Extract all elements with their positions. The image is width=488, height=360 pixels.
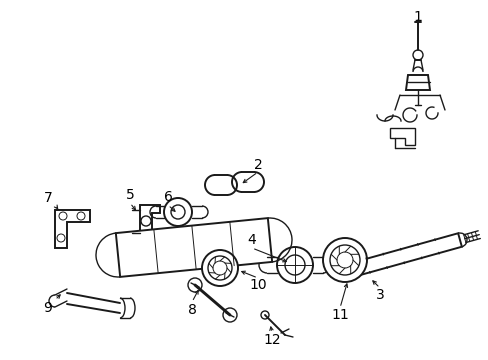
- Polygon shape: [140, 205, 160, 238]
- Polygon shape: [343, 233, 461, 279]
- Polygon shape: [405, 75, 429, 90]
- Text: 12: 12: [263, 333, 280, 347]
- Circle shape: [202, 250, 238, 286]
- Text: 7: 7: [43, 191, 52, 205]
- Circle shape: [323, 238, 366, 282]
- Text: 8: 8: [187, 303, 196, 317]
- Text: 6: 6: [163, 190, 172, 204]
- Circle shape: [276, 247, 312, 283]
- Polygon shape: [55, 210, 90, 248]
- Text: 5: 5: [125, 188, 134, 202]
- Text: 1: 1: [413, 10, 422, 24]
- Text: 3: 3: [375, 288, 384, 302]
- Circle shape: [223, 308, 237, 322]
- Text: 11: 11: [330, 308, 348, 322]
- Circle shape: [261, 311, 268, 319]
- Polygon shape: [116, 218, 272, 277]
- Circle shape: [187, 278, 202, 292]
- Text: 4: 4: [247, 233, 256, 247]
- Text: 10: 10: [249, 278, 266, 292]
- Text: 2: 2: [253, 158, 262, 172]
- Circle shape: [163, 198, 192, 226]
- Text: 9: 9: [43, 301, 52, 315]
- Polygon shape: [389, 128, 414, 145]
